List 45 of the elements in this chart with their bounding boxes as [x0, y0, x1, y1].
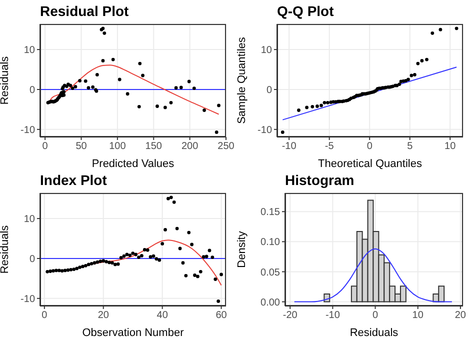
x-tick-label: 0 — [42, 310, 48, 322]
x-tick-label: 60 — [216, 310, 228, 322]
y-tick-label: -10 — [20, 294, 36, 305]
x-tick-label: 0 — [42, 141, 48, 152]
x-tick-label: 200 — [181, 141, 199, 152]
y-tick-label: 0.00 — [260, 297, 280, 308]
y-axis-title: Residuals — [0, 224, 11, 274]
y-tick-label: 10 — [24, 45, 36, 56]
x-tick-label: 10 — [412, 310, 424, 322]
x-axis-title: Predicted Values — [92, 158, 175, 170]
x-tick-label: 250 — [218, 141, 235, 152]
x-tick-label: 5 — [407, 141, 414, 152]
chart-title: Residual Plot — [40, 3, 129, 19]
y-tick-label: 10 — [260, 45, 272, 56]
y-axis-title: Sample Quantiles — [236, 36, 248, 124]
y-axis-title: Density — [236, 230, 248, 268]
y-tick-label: 0.05 — [260, 267, 280, 278]
x-axis-title: Residuals — [350, 327, 399, 338]
x-axis-title: Theoretical Quantiles — [318, 158, 422, 170]
y-tick-label: 0 — [29, 254, 36, 266]
x-axis-title: Observation Number — [82, 327, 184, 338]
x-tick-label: 20 — [98, 310, 110, 322]
x-tick-label: 150 — [145, 141, 162, 152]
x-tick-label: -20 — [282, 310, 298, 322]
x-tick-label: -10 — [325, 310, 340, 322]
x-tick-label: -10 — [282, 141, 297, 152]
x-tick-label: 100 — [109, 141, 126, 152]
y-tick-label: 10 — [24, 214, 36, 226]
x-tick-label: 0 — [366, 141, 373, 152]
y-tick-label: 0 — [29, 85, 36, 96]
y-tick-label: -10 — [20, 124, 36, 136]
x-tick-label: 20 — [454, 310, 466, 322]
chart-title: Q-Q Plot — [277, 3, 334, 19]
y-tick-label: 0.10 — [260, 237, 280, 248]
y-axis-title: Residuals — [0, 56, 11, 105]
x-tick-label: 10 — [444, 141, 456, 152]
y-tick-label: 0.15 — [260, 207, 280, 218]
x-tick-label: -5 — [324, 141, 334, 152]
x-tick-label: 50 — [76, 141, 88, 152]
x-tick-label: 40 — [156, 310, 168, 322]
chart-title: Index Plot — [40, 172, 107, 188]
x-tick-label: 0 — [372, 310, 378, 322]
y-tick-label: 0 — [266, 85, 272, 96]
chart-title: Histogram — [285, 172, 354, 188]
y-tick-label: -10 — [258, 124, 272, 136]
